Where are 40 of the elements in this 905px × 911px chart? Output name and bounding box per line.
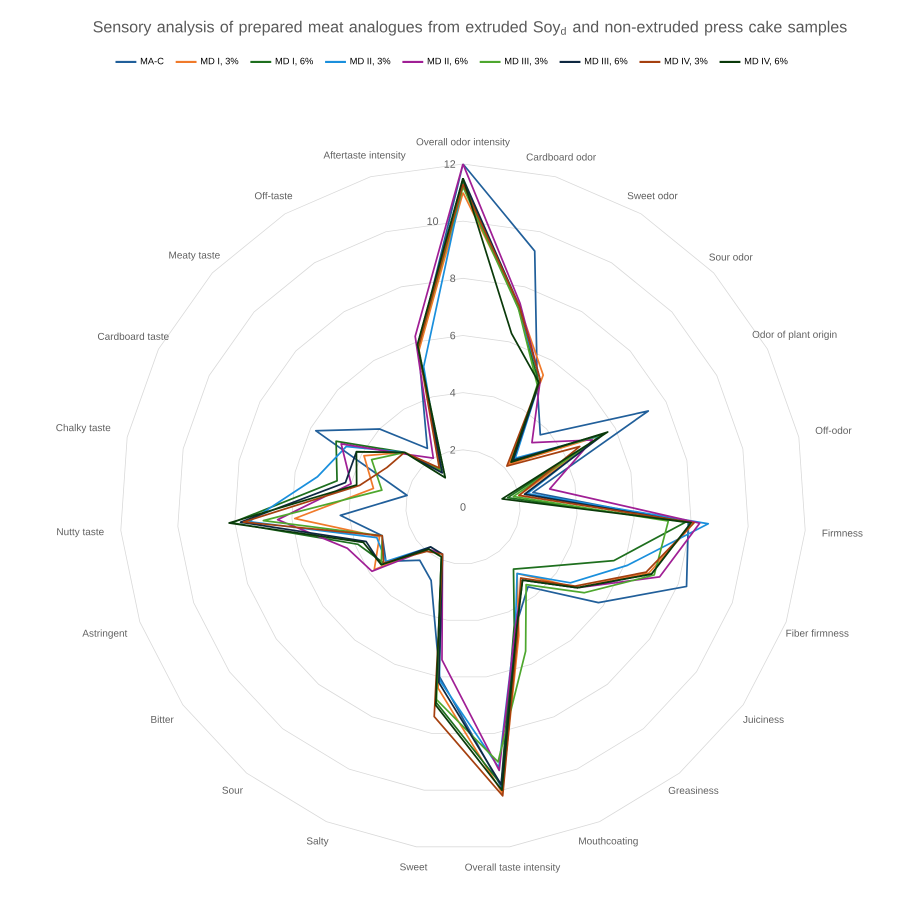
spoke-label: Odor of plant origin [752,330,836,340]
y-tick-label: 6 [450,332,456,340]
spoke-label: Sour [222,786,243,794]
spoke-label: Juiciness [743,716,784,723]
spoke-label: Chalky taste [56,424,110,434]
spoke-label: Salty [306,837,329,846]
spoke-label: Cardboard odor [526,153,596,161]
spoke-label: Off-taste [254,192,292,200]
spoke-label: Sweet [400,863,428,870]
y-tick-label: 12 [444,160,456,168]
y-tick-label: 0 [460,503,466,511]
y-tick-label: 8 [450,274,456,282]
legend-label: MD I, 3% [201,58,238,66]
spoke-label: Astringent [82,629,128,639]
legend-label: MD IV, 3% [664,58,708,66]
legend-label: MD III, 3% [505,58,548,66]
y-tick-label: 4 [450,388,456,396]
y-tick-label: 2 [450,446,456,454]
spoke-label: Off-odor [816,426,852,434]
spoke-label: Overall taste intensity [465,863,560,873]
legend-label: MD IV, 6% [744,58,788,66]
legend-label: MD II, 6% [428,58,468,66]
legend-label: MD III, 6% [584,58,628,66]
chart-title: Sensory analysis of prepared meat analogues from extruded Soy$_{d}$ and non-extruded press cake samples [93,20,847,36]
spoke-label: Meaty taste [169,252,220,261]
legend-label: MD I, 6% [276,58,314,66]
spoke-label: Nutty taste [57,528,104,538]
spoke-label: Greasiness [668,786,718,794]
spoke-label: Bitter [151,716,174,723]
spoke-label: Mouthcoating [579,837,638,846]
spoke-label: Firmness [822,529,863,537]
spoke-label: Overall odor intensity [416,138,510,148]
spoke-label: Cardboard taste [98,332,169,340]
spoke-label: Aftertaste intensity [323,151,406,161]
y-tick-label: 10 [427,217,438,225]
spoke-label: Sweet odor [628,192,678,200]
spoke-label: Fiber firmness [786,629,849,637]
legend-label: MD II, 3% [350,58,390,66]
legend-label: MA-C [140,58,164,64]
spoke-label: Sour odor [709,253,753,261]
